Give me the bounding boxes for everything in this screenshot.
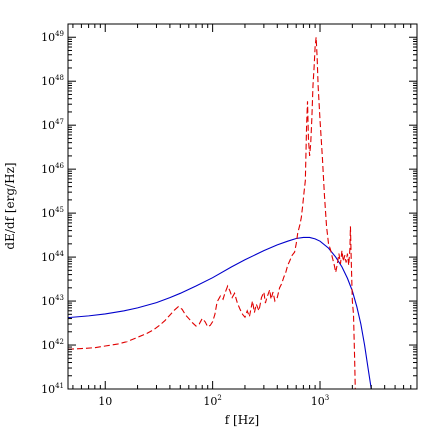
y-tick-label-exponent: 49 xyxy=(55,30,64,38)
plot-frame xyxy=(67,23,418,390)
y-tick-label: 1049 xyxy=(41,30,64,44)
y-tick-label-base: 10 xyxy=(41,119,55,132)
y-tick-label-exponent: 44 xyxy=(55,250,64,258)
y-tick-label-base: 10 xyxy=(41,251,55,264)
x-tick-label: 10 xyxy=(98,395,112,408)
y-tick-label: 1046 xyxy=(41,162,64,176)
y-tick-label: 1041 xyxy=(41,382,64,396)
y-tick-label-exponent: 45 xyxy=(55,206,64,214)
x-tick-label-exponent: 3 xyxy=(325,394,329,402)
data-layer xyxy=(68,37,372,389)
y-tick-label-exponent: 41 xyxy=(55,382,64,390)
x-tick-label-base: 10 xyxy=(311,395,325,408)
y-tick-label: 1045 xyxy=(41,206,64,220)
x-axis-title: f [Hz] xyxy=(225,413,259,427)
y-tick-label: 1047 xyxy=(41,118,64,132)
y-tick-label-exponent: 48 xyxy=(55,74,64,82)
y-tick-label-base: 10 xyxy=(41,339,55,352)
series-line-solid xyxy=(68,236,372,389)
x-tick-label: 102 xyxy=(203,394,221,408)
y-tick-label-base: 10 xyxy=(41,75,55,88)
y-tick-label-base: 10 xyxy=(41,295,55,308)
x-tick-label-base: 10 xyxy=(98,395,112,408)
y-tick-label-base: 10 xyxy=(41,207,55,220)
x-tick-label-exponent: 2 xyxy=(217,394,221,402)
labels-layer: 10 102 10310411042104310441045104610471048… xyxy=(41,30,329,408)
y-tick-label: 1043 xyxy=(41,294,64,308)
y-tick-label-exponent: 42 xyxy=(55,338,64,346)
y-tick-label: 1042 xyxy=(41,338,64,352)
y-tick-label-exponent: 46 xyxy=(55,162,64,170)
ticks-layer xyxy=(68,23,418,390)
y-tick-label-exponent: 43 xyxy=(55,294,64,302)
y-tick-label-base: 10 xyxy=(41,163,55,176)
x-tick-label-base: 10 xyxy=(203,395,217,408)
x-tick-label: 103 xyxy=(311,394,329,408)
y-tick-label-exponent: 47 xyxy=(55,118,64,126)
y-tick-label: 1048 xyxy=(41,74,64,88)
y-tick-label-base: 10 xyxy=(41,31,55,44)
y-tick-label: 1044 xyxy=(41,250,64,264)
y-axis-title: dE/df [erg/Hz] xyxy=(3,162,17,249)
y-tick-label-base: 10 xyxy=(41,383,55,396)
series-line-dashed xyxy=(68,37,356,389)
